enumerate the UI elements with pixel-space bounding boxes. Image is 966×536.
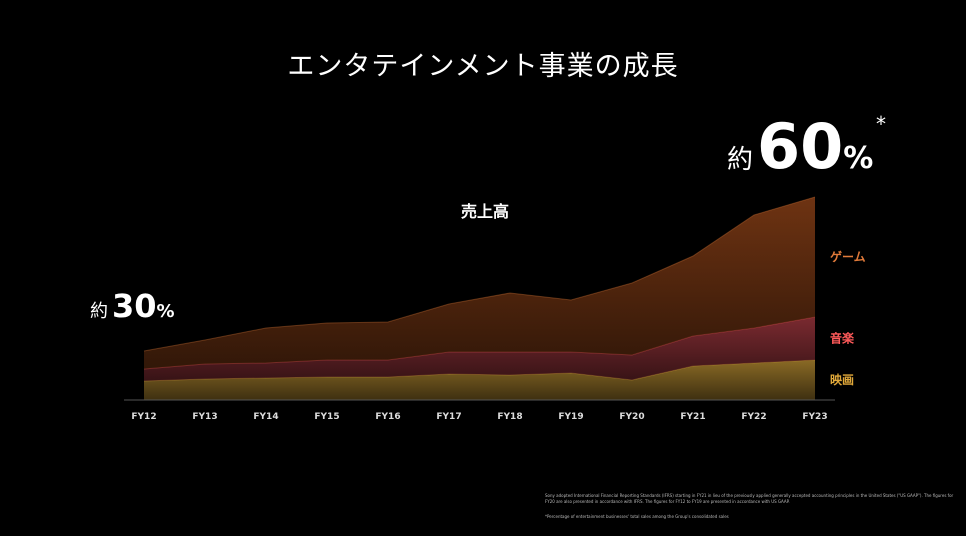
area-音楽 bbox=[144, 317, 815, 381]
footnote-ifrs: Sony adopted International Financial Rep… bbox=[545, 493, 954, 504]
footnote-percentage: *Percentage of entertainment businesses'… bbox=[545, 514, 729, 519]
share-end-unit: % bbox=[843, 141, 874, 176]
share-end-prefix: 約 bbox=[727, 145, 754, 175]
share-end-footnote-mark: * bbox=[876, 112, 886, 136]
share-start-value: 30 bbox=[112, 287, 157, 325]
x-tick-label: FY16 bbox=[375, 412, 400, 422]
slide-title: エンタテインメント事業の成長 bbox=[287, 51, 679, 82]
x-tick-label: FY22 bbox=[741, 412, 766, 422]
x-tick-label: FY23 bbox=[802, 412, 827, 422]
series-label: 音楽 bbox=[830, 331, 855, 346]
share-end-value: 60 bbox=[757, 110, 844, 183]
sales-label: 売上高 bbox=[460, 202, 509, 221]
x-tick-label: FY13 bbox=[192, 412, 217, 422]
x-tick-label: FY12 bbox=[131, 412, 156, 422]
x-tick-label: FY18 bbox=[497, 412, 522, 422]
x-tick-label: FY14 bbox=[253, 412, 278, 422]
x-tick-label: FY21 bbox=[680, 412, 705, 422]
area-映画 bbox=[144, 360, 815, 400]
x-tick-label: FY17 bbox=[436, 412, 461, 422]
share-end: 約60% bbox=[727, 110, 873, 183]
series-label: ゲーム bbox=[830, 249, 866, 264]
x-tick-label: FY19 bbox=[558, 412, 583, 422]
x-tick-label: FY20 bbox=[619, 412, 644, 422]
x-tick-label: FY15 bbox=[314, 412, 339, 422]
area-ゲーム bbox=[144, 197, 815, 369]
share-start-unit: % bbox=[156, 301, 175, 322]
share-start-prefix: 約 bbox=[90, 301, 108, 322]
series-label: 映画 bbox=[830, 372, 854, 387]
area-edge-ゲーム bbox=[143, 196, 816, 352]
share-start: 約 30% bbox=[90, 287, 175, 325]
